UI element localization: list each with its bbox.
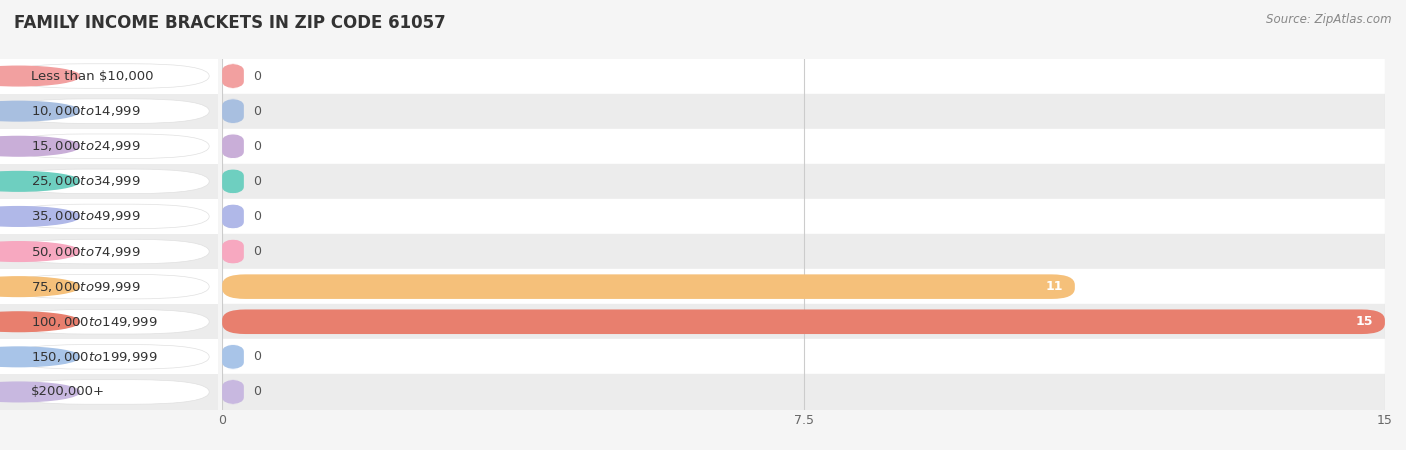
Text: $15,000 to $24,999: $15,000 to $24,999 [31, 139, 141, 153]
FancyBboxPatch shape [8, 274, 209, 299]
Text: $75,000 to $99,999: $75,000 to $99,999 [31, 279, 141, 294]
Circle shape [0, 66, 80, 86]
Bar [222, 339, 1385, 374]
FancyBboxPatch shape [8, 204, 209, 229]
FancyBboxPatch shape [0, 94, 218, 129]
FancyBboxPatch shape [222, 345, 243, 369]
Bar [222, 94, 1385, 129]
FancyBboxPatch shape [0, 374, 218, 410]
Text: 0: 0 [253, 105, 262, 117]
Text: 0: 0 [253, 140, 262, 153]
Circle shape [0, 136, 80, 156]
Bar [222, 234, 1385, 269]
Bar [222, 199, 1385, 234]
Text: 0: 0 [253, 70, 262, 82]
Text: $200,000+: $200,000+ [31, 386, 104, 398]
Bar [222, 58, 1385, 94]
Text: 0: 0 [253, 175, 262, 188]
Text: 0: 0 [253, 351, 262, 363]
Circle shape [0, 101, 80, 121]
Circle shape [0, 207, 80, 226]
FancyBboxPatch shape [0, 339, 218, 374]
FancyBboxPatch shape [0, 234, 218, 269]
FancyBboxPatch shape [8, 64, 209, 88]
Text: $50,000 to $74,999: $50,000 to $74,999 [31, 244, 141, 259]
Bar [222, 269, 1385, 304]
Circle shape [0, 382, 80, 402]
FancyBboxPatch shape [8, 169, 209, 194]
Text: $100,000 to $149,999: $100,000 to $149,999 [31, 315, 157, 329]
FancyBboxPatch shape [222, 99, 243, 123]
FancyBboxPatch shape [222, 239, 243, 264]
FancyBboxPatch shape [222, 310, 1385, 334]
Text: $150,000 to $199,999: $150,000 to $199,999 [31, 350, 157, 364]
FancyBboxPatch shape [0, 199, 218, 234]
Circle shape [0, 347, 80, 367]
FancyBboxPatch shape [0, 304, 218, 339]
FancyBboxPatch shape [0, 164, 218, 199]
Circle shape [0, 242, 80, 261]
Text: Source: ZipAtlas.com: Source: ZipAtlas.com [1267, 14, 1392, 27]
FancyBboxPatch shape [8, 310, 209, 334]
Text: 0: 0 [253, 245, 262, 258]
FancyBboxPatch shape [0, 58, 218, 94]
Bar [222, 374, 1385, 410]
Bar [222, 164, 1385, 199]
Circle shape [0, 277, 80, 297]
FancyBboxPatch shape [8, 380, 209, 404]
Text: 11: 11 [1046, 280, 1063, 293]
FancyBboxPatch shape [222, 64, 243, 88]
Text: Less than $10,000: Less than $10,000 [31, 70, 153, 82]
FancyBboxPatch shape [8, 99, 209, 123]
Text: $35,000 to $49,999: $35,000 to $49,999 [31, 209, 141, 224]
Text: $10,000 to $14,999: $10,000 to $14,999 [31, 104, 141, 118]
FancyBboxPatch shape [0, 129, 218, 164]
Bar [222, 304, 1385, 339]
Text: 0: 0 [253, 386, 262, 398]
FancyBboxPatch shape [222, 274, 1074, 299]
Circle shape [0, 312, 80, 332]
FancyBboxPatch shape [8, 134, 209, 158]
Bar [222, 129, 1385, 164]
Circle shape [0, 171, 80, 191]
FancyBboxPatch shape [222, 380, 243, 404]
FancyBboxPatch shape [0, 269, 218, 304]
FancyBboxPatch shape [222, 134, 243, 158]
FancyBboxPatch shape [8, 345, 209, 369]
Text: 0: 0 [253, 210, 262, 223]
FancyBboxPatch shape [8, 239, 209, 264]
Text: FAMILY INCOME BRACKETS IN ZIP CODE 61057: FAMILY INCOME BRACKETS IN ZIP CODE 61057 [14, 14, 446, 32]
Text: 15: 15 [1355, 315, 1374, 328]
Text: $25,000 to $34,999: $25,000 to $34,999 [31, 174, 141, 189]
FancyBboxPatch shape [222, 169, 243, 194]
FancyBboxPatch shape [222, 204, 243, 229]
